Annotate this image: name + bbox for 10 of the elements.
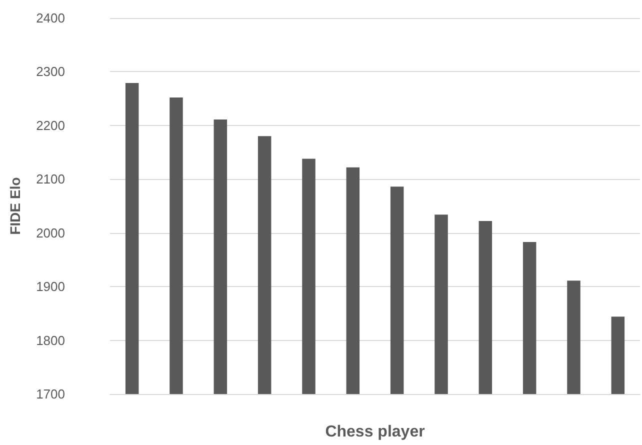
y-tick-label: 2000 <box>36 225 65 240</box>
y-tick-label: 2400 <box>36 10 65 26</box>
y-tick-label: 1900 <box>36 279 65 294</box>
y-axis-title: FIDE Elo <box>7 177 23 235</box>
y-tick-label: 1800 <box>36 332 65 348</box>
y-tick-label: 1700 <box>36 386 65 402</box>
y-tick-label: 2300 <box>36 64 65 80</box>
y-tick-label: 2100 <box>36 172 65 187</box>
x-axis-title: Chess player <box>325 424 425 440</box>
y-tick-label: 2200 <box>36 118 65 133</box>
